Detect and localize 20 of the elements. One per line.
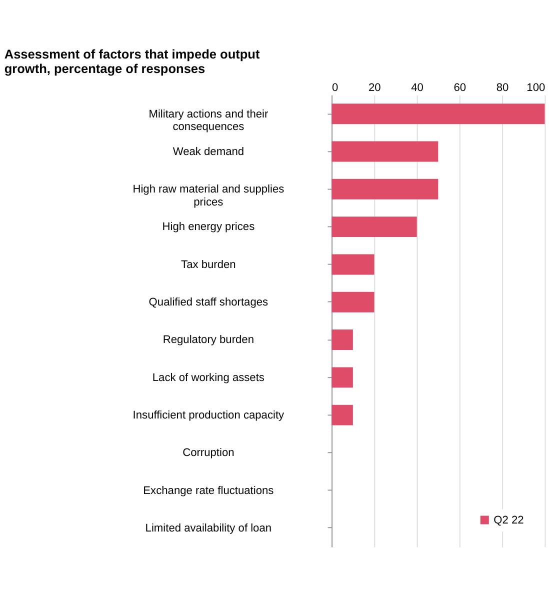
x-tick-label: 0 (332, 82, 338, 94)
y-tick-label: Exchange rate fluctuations (143, 484, 274, 497)
legend-label: Q2 22 (494, 514, 524, 526)
x-tick-label: 40 (411, 82, 424, 94)
x-tick-label: 80 (496, 82, 509, 94)
x-tick-label: 60 (454, 82, 466, 94)
y-tick-label: Insufficient production capacity (132, 409, 285, 422)
y-tick-label: Regulatory burden (162, 334, 254, 346)
y-tick-label: Tax burden (181, 258, 236, 271)
text: Assessment of factors that impede output growth, percentage of responses (4, 46, 260, 76)
y-tick-label: High raw material and supplies prices (132, 184, 285, 208)
y-tick-label: Military actions and their consequences (148, 108, 268, 134)
x-tick-label: 20 (368, 82, 381, 94)
y-tick-label: Weak demand (172, 146, 244, 158)
y-tick-label: High energy prices (162, 221, 256, 234)
y-tick-label: Qualified staff shortages (148, 296, 269, 309)
y-tick-label: Limited availability of loan (145, 522, 272, 534)
x-tick-label: 100 (526, 82, 546, 94)
y-tick-label: Corruption (182, 447, 234, 460)
y-tick-label: Lack of working assets (152, 372, 265, 384)
